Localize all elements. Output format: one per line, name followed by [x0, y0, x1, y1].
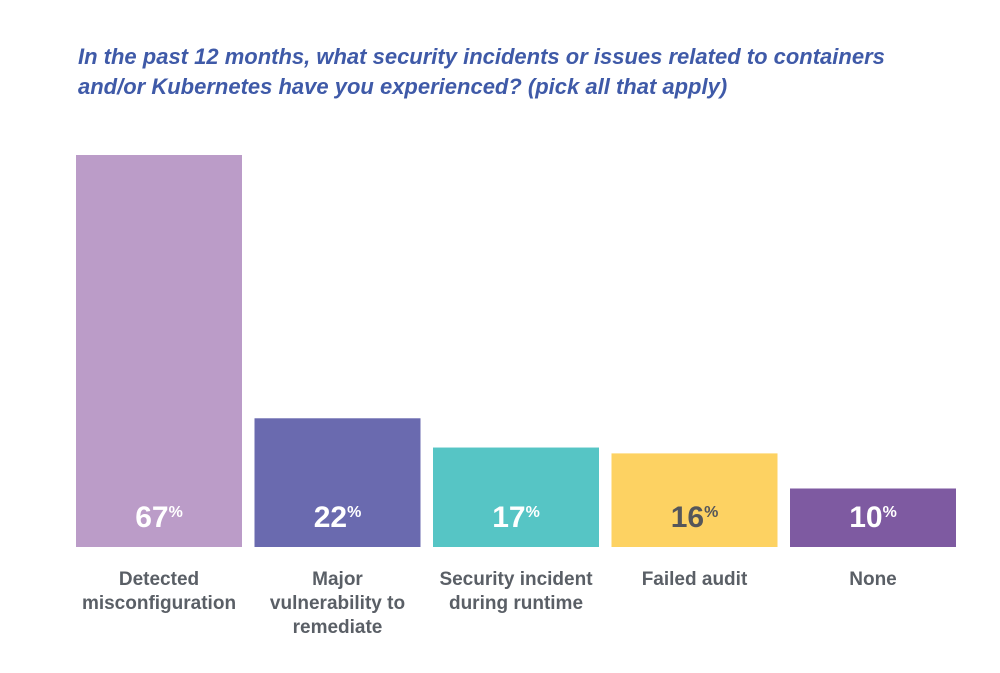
bar-value-number: 10 [849, 501, 882, 534]
chart-title-line-2: and/or Kubernetes have you experienced? … [78, 74, 728, 99]
bar-value-number: 22 [314, 501, 347, 534]
bar-value-unit: % [526, 504, 540, 521]
bar-value-unit: % [347, 504, 361, 521]
category-label-line: vulnerability to [270, 593, 405, 614]
category-label-line: Major [312, 569, 363, 590]
bar-1 [76, 155, 242, 547]
category-label-line: remediate [293, 617, 383, 638]
chart-title: In the past 12 months, what security inc… [78, 42, 958, 102]
category-label-4: Failed audit [642, 569, 748, 590]
bar-value-unit: % [169, 504, 183, 521]
bar-value-label-1: 67% [135, 501, 183, 534]
category-label-line: None [849, 569, 897, 590]
category-label-line: during runtime [449, 593, 583, 614]
category-label-5: None [849, 569, 897, 590]
bar-4 [611, 453, 778, 547]
bar-value-label-4: 16% [671, 501, 719, 534]
bar-value-label-2: 22% [314, 501, 362, 534]
bar-3 [433, 447, 599, 547]
bar-5 [790, 488, 956, 547]
category-label-line: misconfiguration [82, 593, 236, 614]
bar-value-unit: % [883, 504, 897, 521]
category-label-line: Security incident [439, 569, 593, 590]
bar-value-label-3: 17% [492, 501, 540, 534]
category-label-line: Detected [119, 569, 199, 590]
bar-2 [254, 418, 421, 547]
bar-value-label-5: 10% [849, 501, 897, 534]
category-label-1: Detected misconfiguration [82, 569, 236, 614]
bar-value-unit: % [704, 504, 718, 521]
category-label-3: Security incident during runtime [439, 569, 593, 614]
chart-title-line-1: In the past 12 months, what security inc… [78, 44, 885, 69]
bar-value-number: 67 [135, 501, 168, 534]
bar-value-number: 16 [671, 501, 704, 534]
bar-value-number: 17 [492, 501, 525, 534]
category-label-line: Failed audit [642, 569, 748, 590]
category-label-2: Major vulnerability to remediate [270, 569, 405, 638]
